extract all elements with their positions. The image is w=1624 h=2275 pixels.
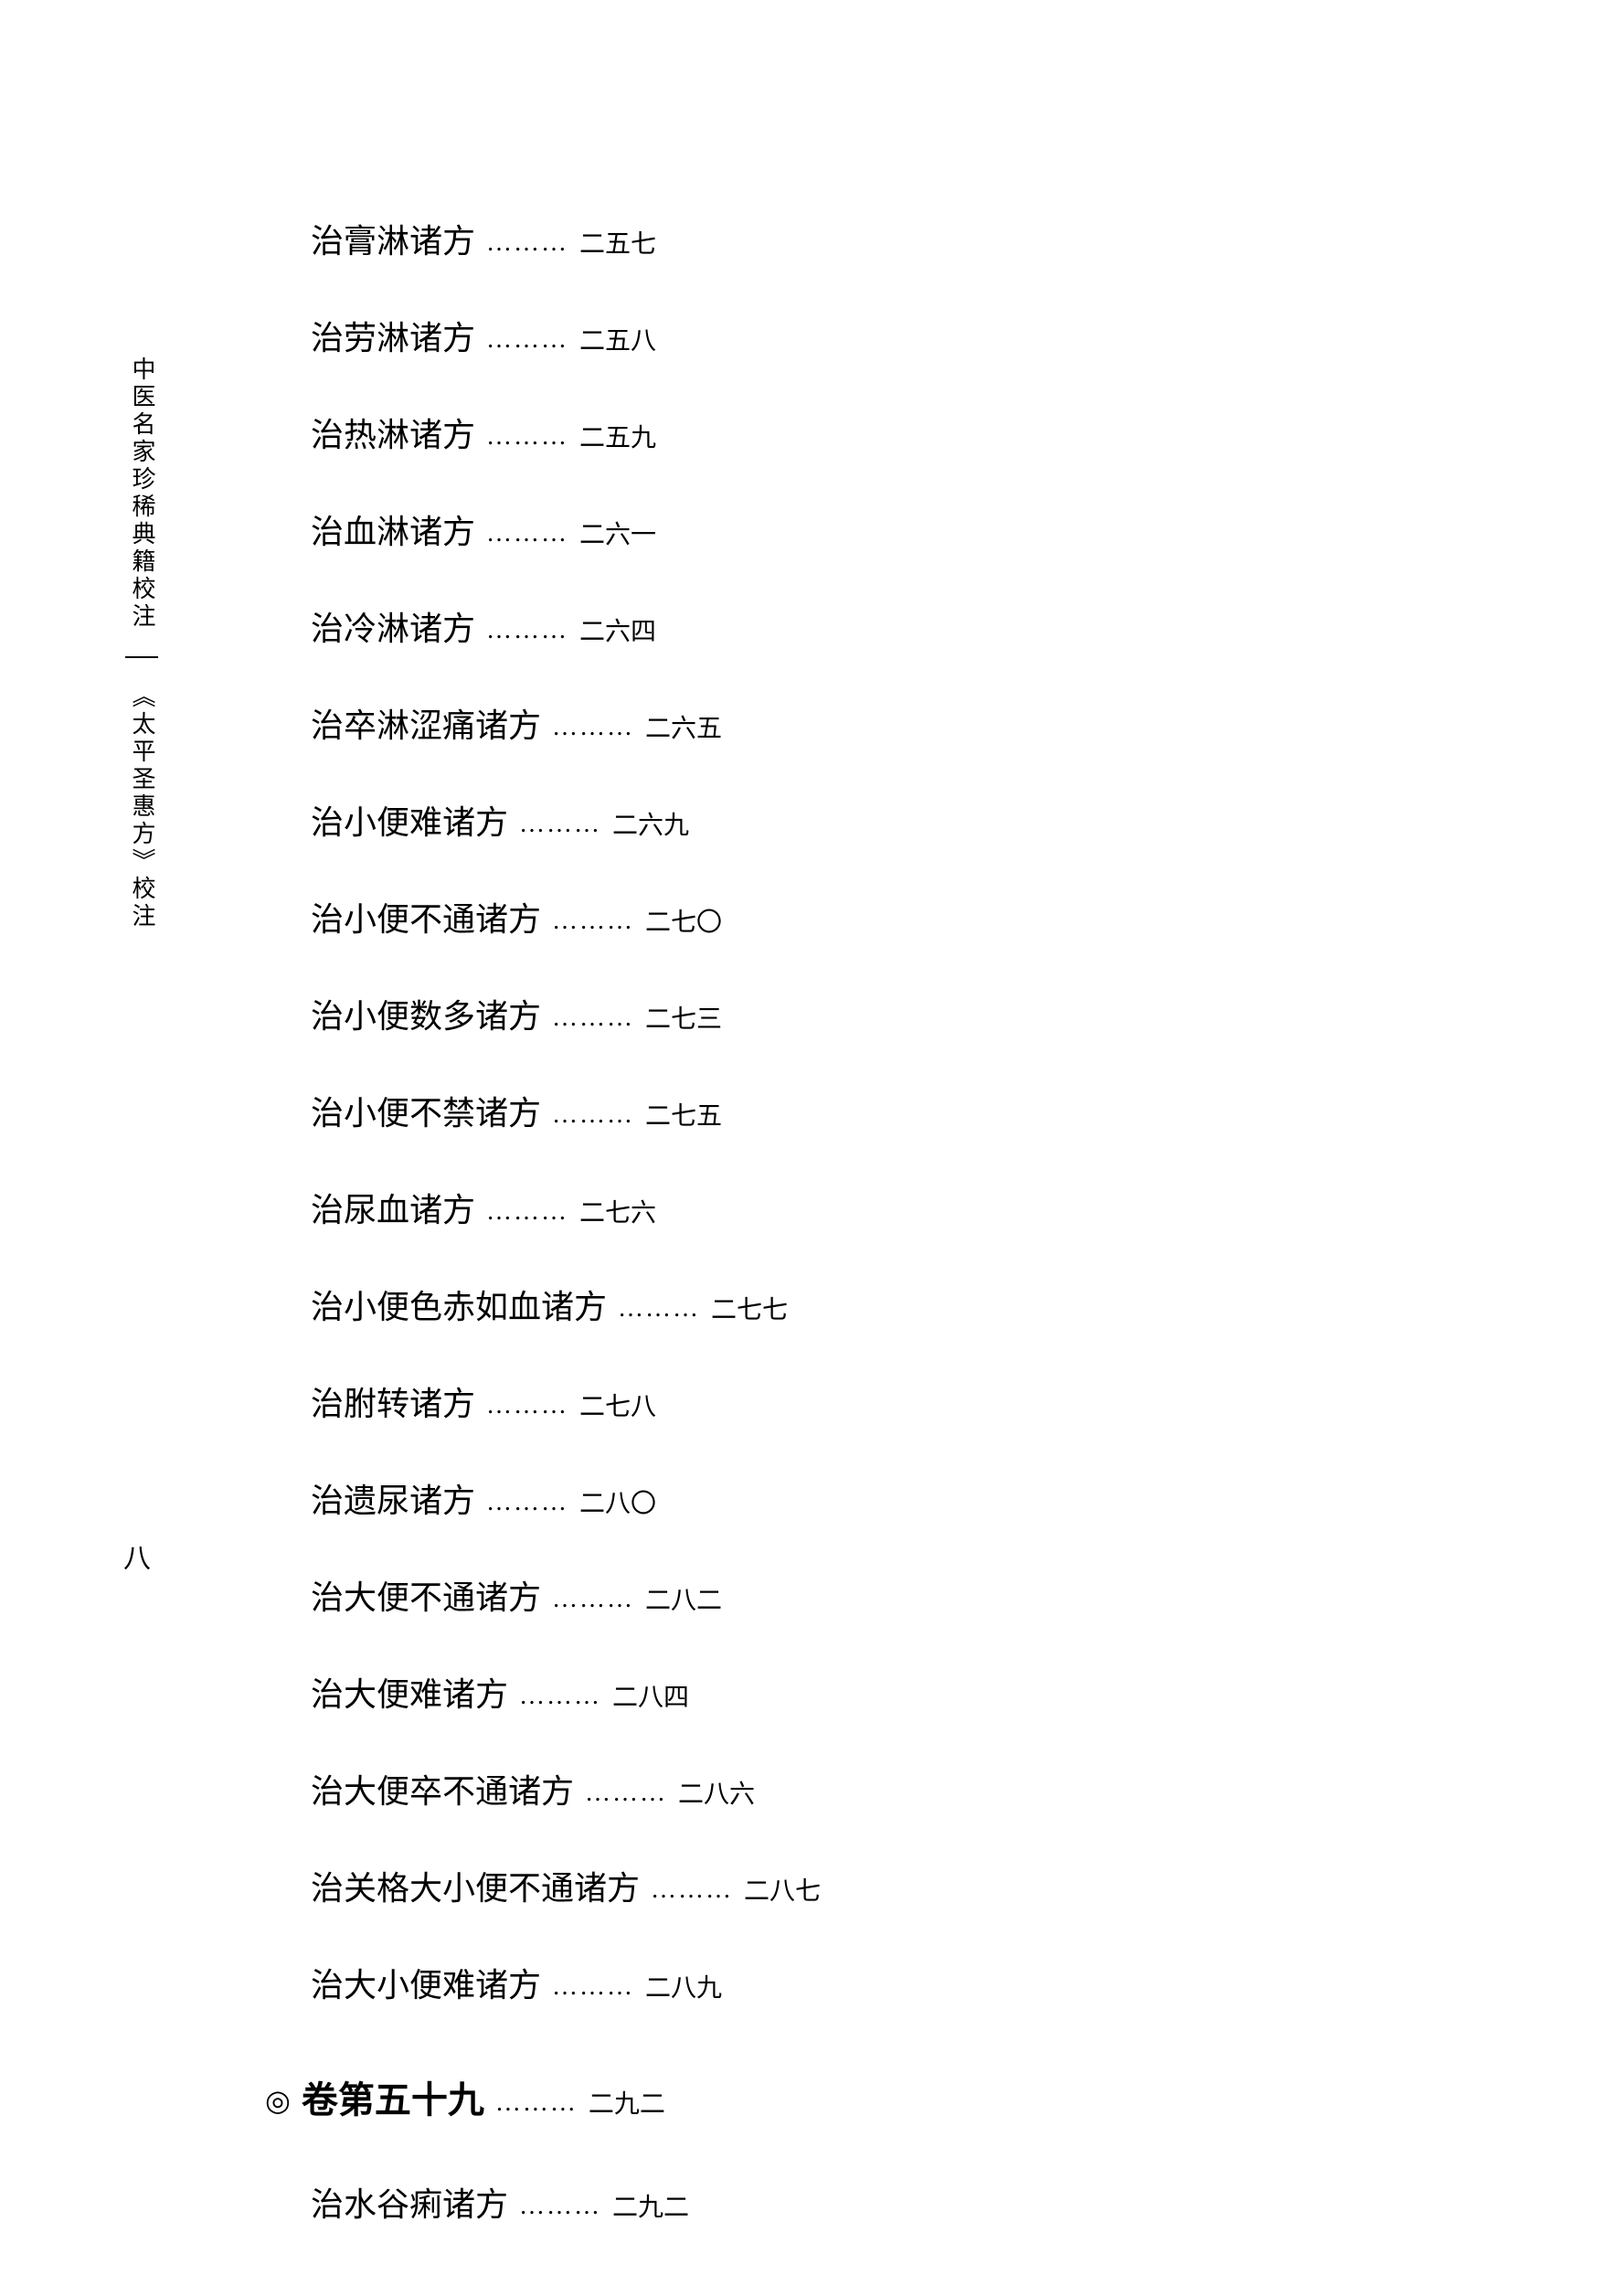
toc-page: 二五九	[579, 418, 656, 454]
toc-dots: ………	[486, 325, 568, 355]
toc-dots: ………	[552, 907, 634, 936]
toc-dots: ………	[552, 1004, 634, 1033]
toc-dots: ………	[486, 1197, 568, 1227]
toc-title: 治小便数多诸方	[311, 990, 541, 1037]
chapter-marker-icon: ◎	[265, 2083, 291, 2118]
toc-dots: ………	[486, 616, 568, 645]
toc-line: 治热淋诸方 ……… 二五九	[311, 409, 1407, 456]
toc-title: 治膏淋诸方	[311, 215, 475, 262]
sidebar: 中医名家珍稀典籍校注 《太平圣惠方》校注	[123, 356, 160, 930]
toc-title: 治大便不通诸方	[311, 1571, 541, 1619]
toc-dots: ………	[552, 713, 634, 742]
toc-dots: ………	[651, 1876, 733, 1905]
toc-line: 治尿血诸方 ……… 二七六	[311, 1184, 1407, 1231]
toc-title: 治大小便难诸方	[311, 1959, 541, 2006]
toc-dots: ………	[486, 1488, 568, 1517]
chapter-title: 卷第五十九	[302, 2070, 484, 2123]
chapter-page: 二九二	[589, 2084, 665, 2121]
toc-dots: ………	[585, 1779, 667, 1808]
toc-content: 治膏淋诸方 ……… 二五七治劳淋诸方 ……… 二五八治热淋诸方 ……… 二五九治血淋诸方 ………	[311, 215, 1407, 2275]
toc-title: 治尿血诸方	[311, 1184, 475, 1231]
toc-line: 治大便卒不通诸方 ……… 二八六	[311, 1765, 1407, 1813]
toc-page: 二六一	[579, 515, 656, 551]
toc-line: 治小便数多诸方 ……… 二七三	[311, 990, 1407, 1037]
toc-title: 治胕转诸方	[311, 1377, 475, 1425]
series-title: 中医名家珍稀典籍校注	[130, 356, 154, 631]
toc-page: 二八六	[678, 1774, 755, 1811]
toc-page: 二五八	[579, 321, 656, 357]
toc-page: 二五七	[579, 224, 656, 260]
toc-title: 治关格大小便不通诸方	[311, 1862, 640, 1909]
toc-dots: ………	[618, 1294, 700, 1324]
toc-line: 治小便不通诸方 ……… 二七〇	[311, 893, 1407, 941]
toc-title: 治血淋诸方	[311, 505, 475, 553]
toc-title: 治水谷痢诸方	[311, 2178, 508, 2226]
toc-line: 治大便不通诸方 ……… 二八二	[311, 1571, 1407, 1619]
toc-title: 治小便难诸方	[311, 796, 508, 844]
toc-page: 二七五	[645, 1096, 722, 1132]
toc-title: 治小便色赤如血诸方	[311, 1281, 607, 1328]
toc-title: 治小便不通诸方	[311, 893, 541, 941]
toc-page: 二八九	[645, 1968, 722, 2004]
toc-dots: ………	[552, 1972, 634, 2002]
toc-page: 二八七	[744, 1871, 821, 1908]
toc-page: 二六四	[579, 611, 656, 648]
sidebar-divider	[125, 656, 158, 658]
toc-line: 治冷淋诸方 ……… 二六四	[311, 602, 1407, 650]
toc-dots: ………	[519, 1682, 601, 1711]
toc-dots: ………	[552, 1585, 634, 1614]
page-number: 八	[123, 1536, 151, 1576]
toc-page: 二七〇	[645, 902, 722, 939]
toc-line: 治劳淋诸方 ……… 二五八	[311, 312, 1407, 359]
toc-page: 二六五	[645, 708, 722, 745]
toc-page: 二九二	[612, 2187, 689, 2224]
toc-title: 治劳淋诸方	[311, 312, 475, 359]
book-title: 《太平圣惠方》校注	[130, 684, 154, 930]
toc-title: 治遗尿诸方	[311, 1474, 475, 1522]
toc-page: 二七三	[645, 999, 722, 1036]
toc-line: 治关格大小便不通诸方 ……… 二八七	[311, 1862, 1407, 1909]
toc-line: 治卒淋涩痛诸方 ……… 二六五	[311, 699, 1407, 747]
toc-line: 治小便不禁诸方 ……… 二七五	[311, 1087, 1407, 1134]
toc-page: 二七七	[711, 1290, 788, 1326]
toc-title: 治冷淋诸方	[311, 602, 475, 650]
toc-dots: ………	[519, 810, 601, 839]
toc-dots: ………	[486, 422, 568, 452]
toc-page: 二七八	[579, 1387, 656, 1423]
toc-dots: ………	[495, 2089, 578, 2118]
toc-title: 治热淋诸方	[311, 409, 475, 456]
toc-line: 治膏淋诸方 ……… 二五七	[311, 215, 1407, 262]
toc-dots: ………	[519, 2192, 601, 2221]
chapter-heading: ◎ 卷第五十九 ……… 二九二	[265, 2070, 1407, 2123]
toc-line: 治水谷痢诸方 ……… 二九二	[311, 2178, 1407, 2226]
toc-line: 治小便色赤如血诸方 ……… 二七七	[311, 1281, 1407, 1328]
toc-title: 治卒淋涩痛诸方	[311, 699, 541, 747]
toc-page: 二七六	[579, 1193, 656, 1229]
toc-dots: ………	[486, 519, 568, 548]
toc-page: 二六九	[612, 805, 689, 842]
toc-dots: ………	[552, 1100, 634, 1130]
toc-line: 治大小便难诸方 ……… 二八九	[311, 1959, 1407, 2006]
toc-line: 治血淋诸方 ……… 二六一	[311, 505, 1407, 553]
toc-page: 二八二	[645, 1580, 722, 1617]
toc-dots: ………	[486, 1391, 568, 1420]
toc-title: 治大便卒不通诸方	[311, 1765, 574, 1813]
toc-line: 治大便难诸方 ……… 二八四	[311, 1668, 1407, 1716]
toc-title: 治大便难诸方	[311, 1668, 508, 1716]
toc-page: 二八四	[612, 1677, 689, 1714]
toc-page: 二八〇	[579, 1483, 656, 1520]
toc-title: 治小便不禁诸方	[311, 1087, 541, 1134]
toc-line: 治小便难诸方 ……… 二六九	[311, 796, 1407, 844]
toc-line: 治遗尿诸方 ……… 二八〇	[311, 1474, 1407, 1522]
toc-dots: ………	[486, 229, 568, 258]
toc-line: 治胕转诸方 ……… 二七八	[311, 1377, 1407, 1425]
